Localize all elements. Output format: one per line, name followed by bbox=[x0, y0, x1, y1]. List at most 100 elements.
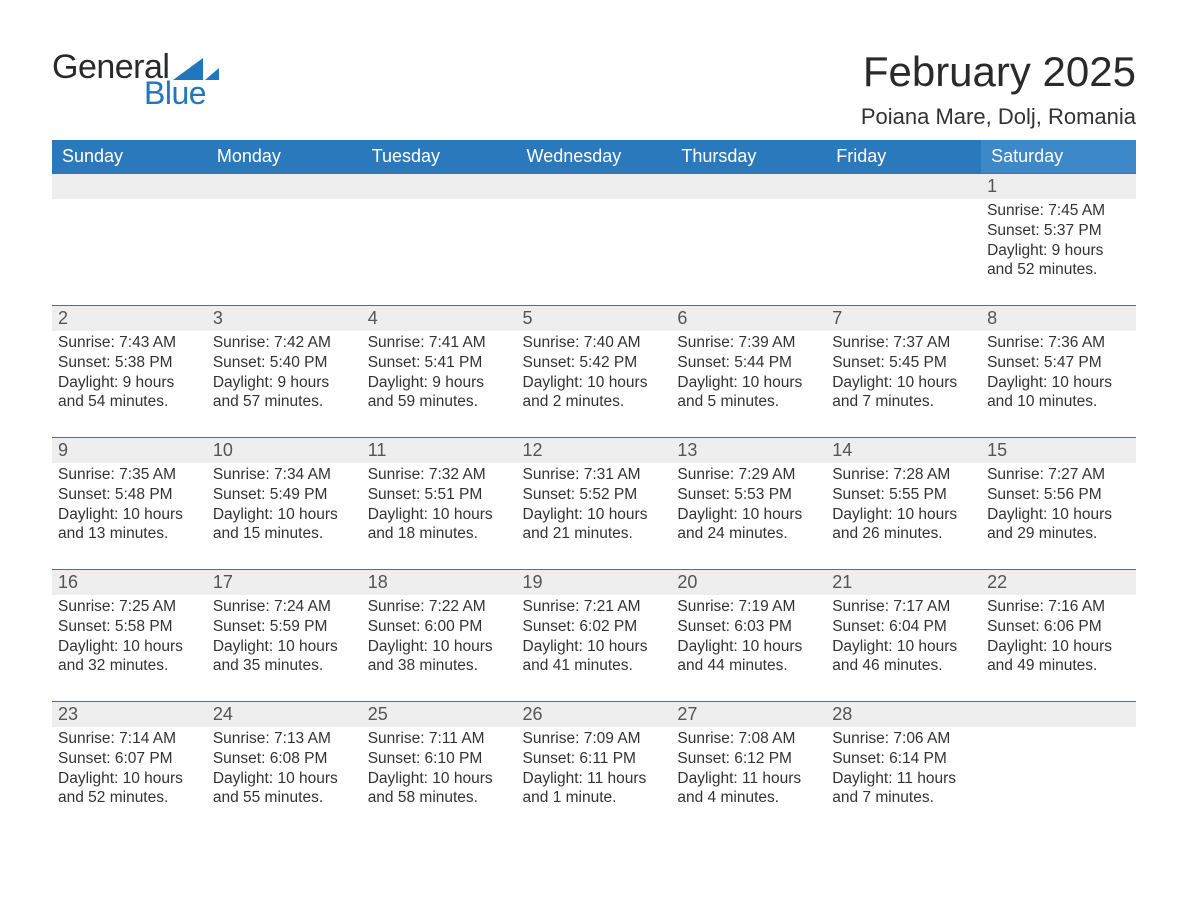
sunset-label: Sunset: 6:12 PM bbox=[677, 749, 820, 769]
calendar-cell: 4Sunrise: 7:41 AMSunset: 5:41 PMDaylight… bbox=[362, 306, 517, 438]
day-number: 20 bbox=[671, 570, 826, 595]
calendar-body: 1Sunrise: 7:45 AMSunset: 5:37 PMDaylight… bbox=[52, 174, 1136, 834]
calendar-cell: 20Sunrise: 7:19 AMSunset: 6:03 PMDayligh… bbox=[671, 570, 826, 702]
sunset-label: Sunset: 6:11 PM bbox=[523, 749, 666, 769]
sunrise-label: Sunrise: 7:31 AM bbox=[523, 465, 666, 485]
day-info: Sunrise: 7:34 AMSunset: 5:49 PMDaylight:… bbox=[207, 465, 362, 544]
sunset-label: Sunset: 5:41 PM bbox=[368, 353, 511, 373]
sunrise-label: Sunrise: 7:32 AM bbox=[368, 465, 511, 485]
sunrise-label: Sunrise: 7:21 AM bbox=[523, 597, 666, 617]
calendar-cell: 6Sunrise: 7:39 AMSunset: 5:44 PMDaylight… bbox=[671, 306, 826, 438]
sunrise-label: Sunrise: 7:40 AM bbox=[523, 333, 666, 353]
sunset-label: Sunset: 5:55 PM bbox=[832, 485, 975, 505]
day-number-empty bbox=[207, 174, 362, 199]
calendar-week-row: 1Sunrise: 7:45 AMSunset: 5:37 PMDaylight… bbox=[52, 174, 1136, 306]
day-info: Sunrise: 7:40 AMSunset: 5:42 PMDaylight:… bbox=[517, 333, 672, 412]
page-header: General Blue February 2025 Poiana Mare, … bbox=[52, 48, 1136, 130]
calendar-cell: 26Sunrise: 7:09 AMSunset: 6:11 PMDayligh… bbox=[517, 702, 672, 834]
weekday-header: Monday bbox=[207, 140, 362, 174]
calendar-cell bbox=[52, 174, 207, 306]
sunset-label: Sunset: 5:58 PM bbox=[58, 617, 201, 637]
calendar-week-row: 2Sunrise: 7:43 AMSunset: 5:38 PMDaylight… bbox=[52, 306, 1136, 438]
sunrise-label: Sunrise: 7:29 AM bbox=[677, 465, 820, 485]
sunset-label: Sunset: 5:38 PM bbox=[58, 353, 201, 373]
day-number: 23 bbox=[52, 702, 207, 727]
day-number: 26 bbox=[517, 702, 672, 727]
weekday-header: Thursday bbox=[671, 140, 826, 174]
daylight-label: Daylight: 10 hours and 18 minutes. bbox=[368, 505, 511, 545]
calendar-cell bbox=[207, 174, 362, 306]
day-number: 3 bbox=[207, 306, 362, 331]
calendar-cell: 27Sunrise: 7:08 AMSunset: 6:12 PMDayligh… bbox=[671, 702, 826, 834]
day-number: 18 bbox=[362, 570, 517, 595]
sunset-label: Sunset: 5:59 PM bbox=[213, 617, 356, 637]
sunrise-label: Sunrise: 7:45 AM bbox=[987, 201, 1130, 221]
daylight-label: Daylight: 10 hours and 13 minutes. bbox=[58, 505, 201, 545]
day-info: Sunrise: 7:09 AMSunset: 6:11 PMDaylight:… bbox=[517, 729, 672, 808]
sunset-label: Sunset: 5:42 PM bbox=[523, 353, 666, 373]
day-number: 7 bbox=[826, 306, 981, 331]
calendar-cell bbox=[517, 174, 672, 306]
sunrise-label: Sunrise: 7:19 AM bbox=[677, 597, 820, 617]
day-info: Sunrise: 7:31 AMSunset: 5:52 PMDaylight:… bbox=[517, 465, 672, 544]
day-info: Sunrise: 7:36 AMSunset: 5:47 PMDaylight:… bbox=[981, 333, 1136, 412]
day-number: 2 bbox=[52, 306, 207, 331]
sunset-label: Sunset: 5:40 PM bbox=[213, 353, 356, 373]
day-info: Sunrise: 7:41 AMSunset: 5:41 PMDaylight:… bbox=[362, 333, 517, 412]
day-info: Sunrise: 7:08 AMSunset: 6:12 PMDaylight:… bbox=[671, 729, 826, 808]
day-info: Sunrise: 7:25 AMSunset: 5:58 PMDaylight:… bbox=[52, 597, 207, 676]
calendar-cell: 11Sunrise: 7:32 AMSunset: 5:51 PMDayligh… bbox=[362, 438, 517, 570]
day-number: 28 bbox=[826, 702, 981, 727]
day-number-empty bbox=[981, 702, 1136, 727]
calendar-cell bbox=[826, 174, 981, 306]
daylight-label: Daylight: 10 hours and 41 minutes. bbox=[523, 637, 666, 677]
daylight-label: Daylight: 10 hours and 38 minutes. bbox=[368, 637, 511, 677]
sunset-label: Sunset: 6:03 PM bbox=[677, 617, 820, 637]
day-number-empty bbox=[671, 174, 826, 199]
calendar-cell: 18Sunrise: 7:22 AMSunset: 6:00 PMDayligh… bbox=[362, 570, 517, 702]
daylight-label: Daylight: 10 hours and 2 minutes. bbox=[523, 373, 666, 413]
daylight-label: Daylight: 11 hours and 1 minute. bbox=[523, 769, 666, 809]
sunrise-label: Sunrise: 7:16 AM bbox=[987, 597, 1130, 617]
sunrise-label: Sunrise: 7:08 AM bbox=[677, 729, 820, 749]
daylight-label: Daylight: 10 hours and 35 minutes. bbox=[213, 637, 356, 677]
weekday-header: Friday bbox=[826, 140, 981, 174]
daylight-label: Daylight: 9 hours and 59 minutes. bbox=[368, 373, 511, 413]
day-info: Sunrise: 7:28 AMSunset: 5:55 PMDaylight:… bbox=[826, 465, 981, 544]
title-block: February 2025 Poiana Mare, Dolj, Romania bbox=[861, 48, 1136, 130]
day-number: 21 bbox=[826, 570, 981, 595]
brand-logo: General Blue bbox=[52, 48, 221, 112]
sunrise-label: Sunrise: 7:27 AM bbox=[987, 465, 1130, 485]
calendar-cell: 2Sunrise: 7:43 AMSunset: 5:38 PMDaylight… bbox=[52, 306, 207, 438]
sunset-label: Sunset: 6:10 PM bbox=[368, 749, 511, 769]
weekday-header: Tuesday bbox=[362, 140, 517, 174]
sunset-label: Sunset: 6:08 PM bbox=[213, 749, 356, 769]
day-number: 14 bbox=[826, 438, 981, 463]
sunrise-label: Sunrise: 7:35 AM bbox=[58, 465, 201, 485]
day-info: Sunrise: 7:17 AMSunset: 6:04 PMDaylight:… bbox=[826, 597, 981, 676]
sunset-label: Sunset: 5:44 PM bbox=[677, 353, 820, 373]
sunset-label: Sunset: 5:45 PM bbox=[832, 353, 975, 373]
weekday-header: Saturday bbox=[981, 140, 1136, 174]
day-number-empty bbox=[517, 174, 672, 199]
daylight-label: Daylight: 11 hours and 4 minutes. bbox=[677, 769, 820, 809]
daylight-label: Daylight: 10 hours and 24 minutes. bbox=[677, 505, 820, 545]
brand-word-2: Blue bbox=[144, 75, 221, 112]
daylight-label: Daylight: 10 hours and 21 minutes. bbox=[523, 505, 666, 545]
calendar-cell: 5Sunrise: 7:40 AMSunset: 5:42 PMDaylight… bbox=[517, 306, 672, 438]
weekday-header: Wednesday bbox=[517, 140, 672, 174]
sunset-label: Sunset: 6:00 PM bbox=[368, 617, 511, 637]
sunset-label: Sunset: 6:07 PM bbox=[58, 749, 201, 769]
sunrise-label: Sunrise: 7:25 AM bbox=[58, 597, 201, 617]
day-info: Sunrise: 7:32 AMSunset: 5:51 PMDaylight:… bbox=[362, 465, 517, 544]
day-number: 25 bbox=[362, 702, 517, 727]
day-number: 10 bbox=[207, 438, 362, 463]
sunrise-label: Sunrise: 7:11 AM bbox=[368, 729, 511, 749]
day-info: Sunrise: 7:37 AMSunset: 5:45 PMDaylight:… bbox=[826, 333, 981, 412]
daylight-label: Daylight: 10 hours and 15 minutes. bbox=[213, 505, 356, 545]
calendar-cell: 7Sunrise: 7:37 AMSunset: 5:45 PMDaylight… bbox=[826, 306, 981, 438]
day-number: 17 bbox=[207, 570, 362, 595]
sunset-label: Sunset: 6:06 PM bbox=[987, 617, 1130, 637]
calendar-cell: 23Sunrise: 7:14 AMSunset: 6:07 PMDayligh… bbox=[52, 702, 207, 834]
day-number: 13 bbox=[671, 438, 826, 463]
